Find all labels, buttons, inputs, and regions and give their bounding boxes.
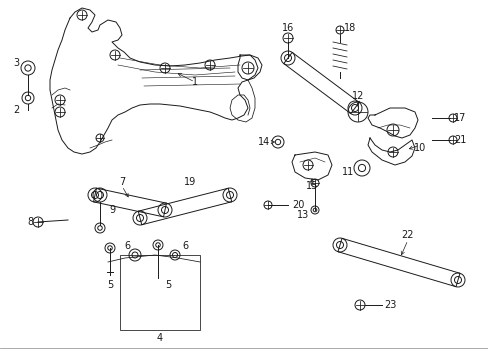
Text: 6: 6 — [182, 241, 188, 251]
Text: 5: 5 — [164, 280, 171, 290]
Text: 9: 9 — [109, 205, 115, 215]
Text: 11: 11 — [341, 167, 353, 177]
Text: 5: 5 — [107, 280, 113, 290]
Text: 17: 17 — [453, 113, 465, 123]
Text: 3: 3 — [13, 58, 19, 68]
Text: 16: 16 — [281, 23, 293, 33]
Text: 4: 4 — [157, 333, 163, 343]
Text: 15: 15 — [305, 181, 318, 191]
Bar — [120, 255, 200, 330]
Text: 21: 21 — [453, 135, 465, 145]
Text: 23: 23 — [383, 300, 395, 310]
Text: 22: 22 — [401, 230, 413, 240]
Text: 8: 8 — [27, 217, 33, 227]
Text: 2: 2 — [13, 105, 19, 115]
Text: 13: 13 — [296, 210, 308, 220]
Text: 6: 6 — [123, 241, 130, 251]
Text: 12: 12 — [351, 91, 364, 101]
Text: 7: 7 — [119, 177, 125, 187]
Text: 1: 1 — [192, 77, 198, 87]
Text: 20: 20 — [291, 200, 304, 210]
Text: 10: 10 — [413, 143, 425, 153]
Text: 14: 14 — [257, 137, 269, 147]
Text: 19: 19 — [183, 177, 196, 187]
Text: 18: 18 — [343, 23, 355, 33]
